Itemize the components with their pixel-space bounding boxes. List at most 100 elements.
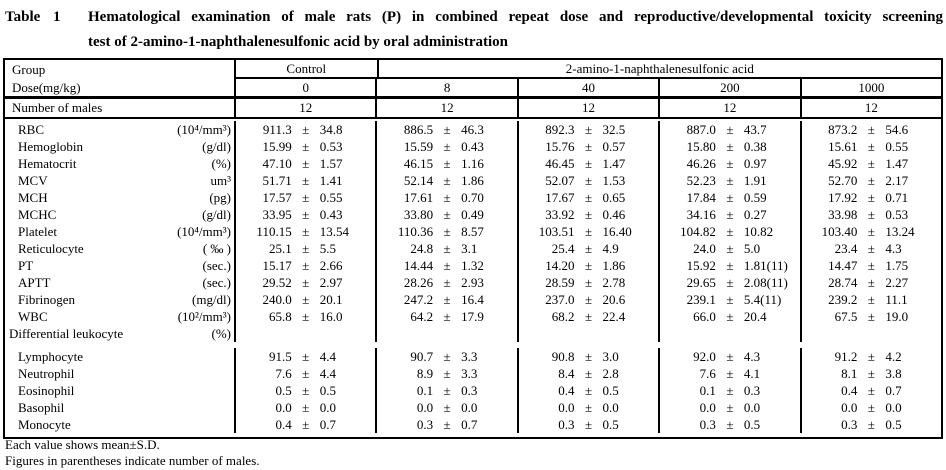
control-header: Control bbox=[234, 60, 377, 79]
sd-value: 0.53 bbox=[885, 207, 909, 222]
value-cell: 23.4 ± 4.3 bbox=[799, 240, 941, 257]
row-label-cell: Eosinophil bbox=[5, 382, 234, 399]
mean-value: 29.65 bbox=[686, 275, 716, 290]
value-cell: 15.59 ± 0.43 bbox=[375, 138, 516, 155]
mean-value: 14.20 bbox=[545, 258, 575, 273]
mean-value: 68.2 bbox=[551, 309, 575, 324]
parameter-name: Reticulocyte bbox=[18, 241, 84, 256]
sd-value: 46.3 bbox=[461, 122, 484, 137]
sd-value: 0.49 bbox=[461, 207, 484, 222]
row-label-cell: Basophil bbox=[5, 399, 234, 416]
plus-minus-sign: ± bbox=[726, 241, 734, 256]
value-cell: 886.5 ± 46.3 bbox=[375, 121, 516, 138]
value-cell: 103.51 ± 16.40 bbox=[516, 223, 658, 240]
mean-value: 24.8 bbox=[410, 241, 434, 256]
parameter-name: PT bbox=[18, 258, 34, 273]
value-cell: 68.2 ± 22.4 bbox=[516, 308, 658, 325]
mean-value: 15.61 bbox=[828, 139, 858, 154]
row-label-cell: Fibrinogen (mg/dl) bbox=[5, 291, 234, 308]
sd-value: 1.91 bbox=[743, 173, 767, 188]
plus-minus-sign: ± bbox=[443, 383, 451, 398]
substance-header: 2-amino-1-naphthalenesulfonic acid bbox=[376, 60, 941, 79]
mean-value: 8.4 bbox=[558, 366, 575, 381]
sd-value: 1.41 bbox=[319, 173, 343, 188]
mean-value: 15.76 bbox=[545, 139, 575, 154]
value-cell bbox=[516, 325, 658, 342]
row-label-cell: Lymphocyte bbox=[5, 348, 234, 365]
mean-value: 0.4 bbox=[558, 383, 575, 398]
table-row: Platelet (10⁴/mm³) 110.15 ± 13.54 110.36… bbox=[5, 223, 941, 240]
value-cell: 15.92 ± 1.81(11) bbox=[658, 257, 799, 274]
value-cell: 0.1 ± 0.3 bbox=[375, 382, 516, 399]
value-cell: 33.95 ± 0.43 bbox=[234, 206, 375, 223]
mean-value: 17.92 bbox=[828, 190, 858, 205]
value-cell: 0.3 ± 0.5 bbox=[799, 416, 941, 433]
mean-value: 7.6 bbox=[275, 366, 292, 381]
plus-minus-sign: ± bbox=[443, 309, 451, 324]
mean-value bbox=[519, 325, 580, 342]
plus-minus-sign: ± bbox=[443, 122, 451, 137]
mean-value: 91.2 bbox=[834, 349, 858, 364]
value-cell: 52.70 ± 2.17 bbox=[799, 172, 941, 189]
sd-value: 0.38 bbox=[743, 139, 767, 154]
value-cell bbox=[234, 325, 375, 342]
value-cell: 892.3 ± 32.5 bbox=[516, 121, 658, 138]
header-label-cell: Group Dose(mg/kg) bbox=[5, 60, 234, 96]
value-cell: 15.61 ± 0.55 bbox=[799, 138, 941, 155]
sd-value: 0.7 bbox=[319, 417, 336, 432]
value-cell bbox=[799, 325, 941, 342]
mean-value bbox=[377, 325, 438, 342]
mean-value: 17.57 bbox=[262, 190, 292, 205]
table-title: Hematological examination of male rats (… bbox=[88, 5, 943, 55]
sd-value: 2.17 bbox=[885, 173, 909, 188]
plus-minus-sign: ± bbox=[726, 400, 734, 415]
value-cell: 237.0 ± 20.6 bbox=[516, 291, 658, 308]
mean-value: 67.5 bbox=[834, 309, 858, 324]
mean-value: 28.26 bbox=[403, 275, 434, 290]
sd-value: 43.7 bbox=[743, 122, 767, 137]
plus-minus-sign: ± bbox=[726, 122, 734, 137]
sd-value: 16.4 bbox=[461, 292, 484, 307]
parameter-name: WBC bbox=[18, 309, 48, 324]
parameter-unit: (10⁴/mm³) bbox=[177, 224, 231, 239]
mean-value: 110.15 bbox=[256, 224, 292, 239]
plus-minus-sign: ± bbox=[302, 190, 310, 205]
sd-value: 4.4 bbox=[319, 349, 336, 364]
table-row: Basophil 0.0 ± 0.0 0.0 ± 0.0 0.0 ± 0.0 0… bbox=[5, 399, 941, 416]
sd-value: 1.86 bbox=[602, 258, 626, 273]
sd-value: 34.8 bbox=[319, 122, 343, 137]
plus-minus-sign: ± bbox=[443, 275, 451, 290]
row-label-cell: Differential leukocyte (%) bbox=[5, 325, 234, 342]
mean-value: 8.9 bbox=[416, 366, 434, 381]
header-columns: Control 2-amino-1-naphthalenesulfonic ac… bbox=[234, 60, 941, 96]
mean-value bbox=[236, 325, 297, 342]
sd-value: 20.6 bbox=[602, 292, 626, 307]
sd-value: 16.40 bbox=[602, 224, 632, 239]
plus-minus-sign: ± bbox=[443, 417, 451, 432]
mean-value: 892.3 bbox=[545, 122, 575, 137]
mean-value: 886.5 bbox=[403, 122, 434, 137]
plus-minus-sign: ± bbox=[726, 139, 734, 154]
mean-value: 14.47 bbox=[828, 258, 858, 273]
plus-minus-sign: ± bbox=[867, 173, 875, 188]
n-value: 12 bbox=[375, 99, 516, 117]
plus-minus-sign: ± bbox=[584, 173, 593, 188]
row-label-cell: MCH (pg) bbox=[5, 189, 234, 206]
parameter-name: Fibrinogen bbox=[18, 292, 76, 307]
row-label-cell: Platelet (10⁴/mm³) bbox=[5, 223, 234, 240]
value-cell: 46.15 ± 1.16 bbox=[375, 155, 516, 172]
sd-value: 5.4(11) bbox=[743, 292, 782, 307]
plus-minus-sign: ± bbox=[726, 383, 734, 398]
value-cell: 28.26 ± 2.93 bbox=[375, 274, 516, 291]
value-cell: 15.76 ± 0.57 bbox=[516, 138, 658, 155]
sd-value: 2.93 bbox=[461, 275, 484, 290]
sd-value: 2.27 bbox=[885, 275, 909, 290]
mean-value: 46.15 bbox=[403, 156, 434, 171]
value-cell bbox=[375, 325, 516, 342]
plus-minus-sign: ± bbox=[867, 309, 875, 324]
sd-value: 13.24 bbox=[885, 224, 915, 239]
mean-value: 247.2 bbox=[403, 292, 434, 307]
table-row: MCV um³ 51.71 ± 1.41 52.14 ± 1.86 52.07 … bbox=[5, 172, 941, 189]
mean-value bbox=[802, 325, 863, 342]
plus-minus-sign: ± bbox=[726, 207, 734, 222]
